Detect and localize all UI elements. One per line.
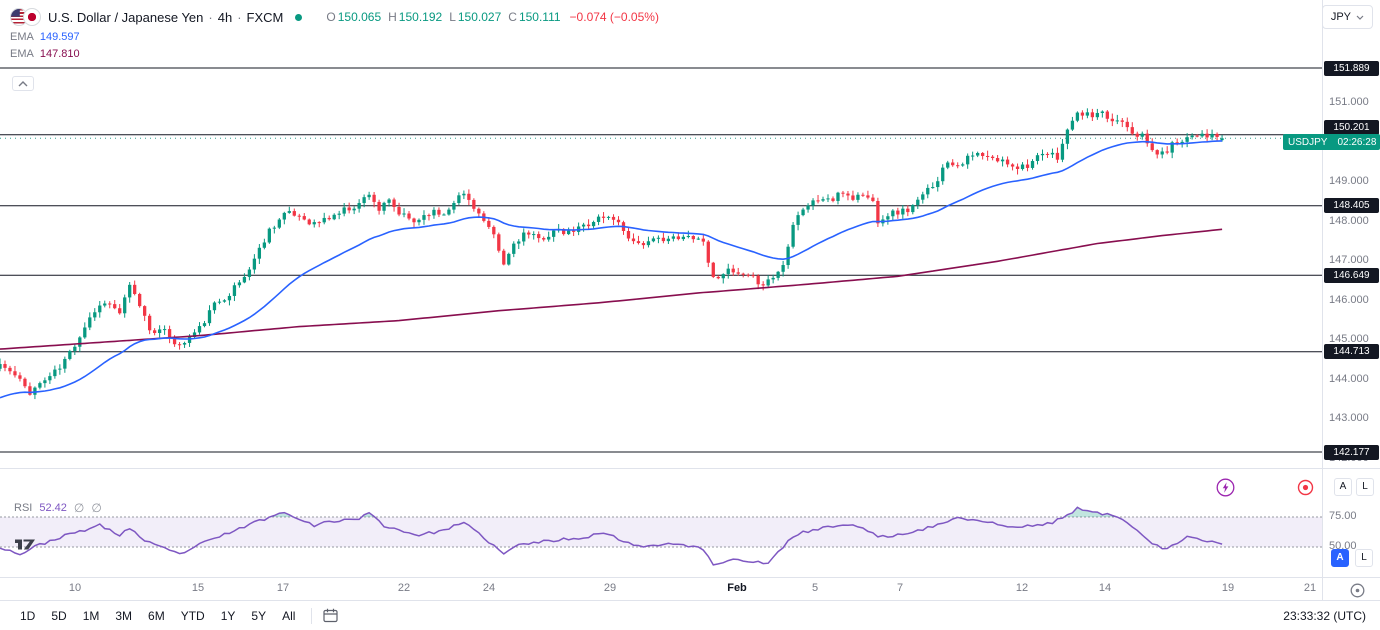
symbol-title[interactable]: U.S. Dollar / Japanese Yen (48, 9, 204, 25)
rsi-legend: RSI 52.42 ∅ ∅ (14, 501, 102, 515)
price-level-badge: 148.405 (1324, 198, 1379, 214)
ema-fast-line (0, 140, 1223, 399)
price-tick-label: 149.000 (1329, 175, 1369, 188)
ohlc-field-label: L (449, 10, 456, 24)
divider (311, 607, 313, 624)
jp-flag-icon (23, 8, 41, 26)
indicator-label: EMA (10, 31, 34, 43)
rsi-hidden-source-icon: ∅ (91, 501, 102, 515)
price-tick-label: 148.000 (1329, 214, 1369, 227)
indicator-row[interactable]: EMA 147.810 (10, 48, 659, 60)
indicator-legend-rows: EMA 149.597 EMA 147.810 (10, 31, 659, 60)
time-axis-label: 15 (191, 582, 205, 594)
collapse-indicators-button[interactable] (12, 76, 34, 91)
rsi-band (0, 517, 1322, 547)
chart-legend: U.S. Dollar / Japanese Yen · 4h · FXCM O… (10, 8, 659, 60)
separator: · (237, 9, 242, 25)
bottom-toolbar: 1D 5D 1M 3M 6M YTD 1Y 5Y All 23:33:32 (UTC) (0, 600, 1380, 630)
rsi-overbought-fill (0, 507, 1223, 517)
record-icon[interactable] (1297, 479, 1314, 496)
range-button-5y[interactable]: 5Y (243, 606, 274, 626)
chevron-down-icon (1356, 15, 1364, 20)
rsi-label: RSI (14, 502, 33, 514)
range-button-1y[interactable]: 1Y (213, 606, 244, 626)
range-button-1m[interactable]: 1M (75, 606, 108, 626)
ohlc-field-value: 150.192 (398, 10, 443, 24)
ohlc-field-value: 150.111 (518, 10, 561, 24)
price-tick-label: 144.000 (1329, 372, 1369, 385)
range-button-3m[interactable]: 3M (107, 606, 140, 626)
auto-scale-button[interactable]: A (1334, 478, 1352, 496)
utc-clock[interactable]: 23:33:32 (UTC) (1283, 608, 1366, 623)
rsi-axis-label: 75.00 (1329, 510, 1357, 522)
ohlc-field-label: O (326, 10, 336, 24)
time-axis-label: 7 (896, 582, 904, 594)
time-axis-label: 21 (1303, 582, 1317, 594)
range-button-1d[interactable]: 1D (12, 606, 43, 626)
time-axis-label: 17 (276, 582, 290, 594)
lightning-icon[interactable] (1216, 478, 1235, 497)
time-axis-label: 19 (1221, 582, 1235, 594)
indicator-value: 147.810 (39, 48, 80, 60)
separator: · (208, 9, 213, 25)
indicator-label: EMA (10, 48, 34, 60)
range-buttons: 1D 5D 1M 3M 6M YTD 1Y 5Y All (12, 606, 303, 626)
current-price-badge: USDJPY 02:26:28 (1283, 134, 1380, 151)
bar-countdown: 02:26:28 (1337, 136, 1377, 148)
price-tick-label: 151.000 (1329, 96, 1369, 109)
rsi-value: 52.42 (39, 502, 67, 514)
ohlc-field-label: C (508, 10, 517, 24)
log-scale-button[interactable]: L (1356, 478, 1374, 496)
ema-slow-line (0, 228, 1223, 350)
time-axis-label: 24 (482, 582, 496, 594)
ohlc-values: O 150.065 H 150.192 L 150.027 C 150.111 −0.074 (… (319, 10, 659, 24)
ohlc-field-value: 150.065 (337, 10, 382, 24)
interval-label[interactable]: 4h (217, 9, 233, 25)
time-axis-label: Feb (727, 582, 747, 594)
time-axis-label: 10 (68, 582, 82, 594)
rsi-log-scale-button[interactable]: L (1355, 549, 1373, 567)
rsi-hidden-source-icon: ∅ (73, 501, 85, 515)
price-level-badge: 144.713 (1324, 344, 1379, 360)
price-tick-label: 146.000 (1329, 293, 1369, 306)
camera-icon[interactable] (1349, 582, 1366, 599)
time-axis-label: 5 (811, 582, 819, 594)
indicator-value: 149.597 (39, 31, 80, 43)
range-button-all[interactable]: All (274, 606, 303, 626)
go-to-date-button[interactable] (320, 605, 341, 626)
price-level-badge: 146.649 (1324, 267, 1379, 283)
exchange-label: FXCM (246, 9, 284, 25)
price-level-badge: 150.201 (1324, 120, 1379, 136)
rsi-auto-scale-button[interactable]: A (1331, 549, 1349, 567)
price-change: −0.074 (−0.05%) (569, 10, 659, 24)
currency-label: JPY (1330, 11, 1351, 23)
time-axis[interactable]: 10 15 17 22 24 29 Feb 5 7 12 14 19 21 (0, 581, 1322, 598)
range-button-ytd[interactable]: YTD (173, 606, 213, 626)
rsi-line (0, 506, 1223, 566)
time-axis-label: 14 (1098, 582, 1112, 594)
time-axis-label: 22 (397, 582, 411, 594)
ohlc-field-label: H (388, 10, 397, 24)
currency-dropdown[interactable]: JPY (1321, 5, 1373, 29)
current-price-symbol: USDJPY (1288, 136, 1328, 148)
range-button-5d[interactable]: 5D (43, 606, 74, 626)
symbol-flags (10, 8, 41, 26)
price-level-badge: 142.177 (1324, 444, 1379, 460)
time-axis-label: 12 (1015, 582, 1029, 594)
range-button-6m[interactable]: 6M (140, 606, 173, 626)
calendar-icon (323, 608, 339, 623)
price-tick-label: 147.000 (1329, 254, 1369, 267)
time-axis-label: 29 (603, 582, 617, 594)
chevron-up-icon (18, 80, 28, 86)
indicator-row[interactable]: EMA 149.597 (10, 31, 659, 43)
price-level-badge: 151.889 (1324, 60, 1379, 76)
price-tick-label: 143.000 (1329, 412, 1369, 425)
ohlc-field-value: 150.027 (457, 10, 502, 24)
market-status-dot (295, 13, 303, 21)
tradingview-logo[interactable] (15, 537, 36, 557)
price-tick-label: 145.000 (1329, 333, 1369, 346)
